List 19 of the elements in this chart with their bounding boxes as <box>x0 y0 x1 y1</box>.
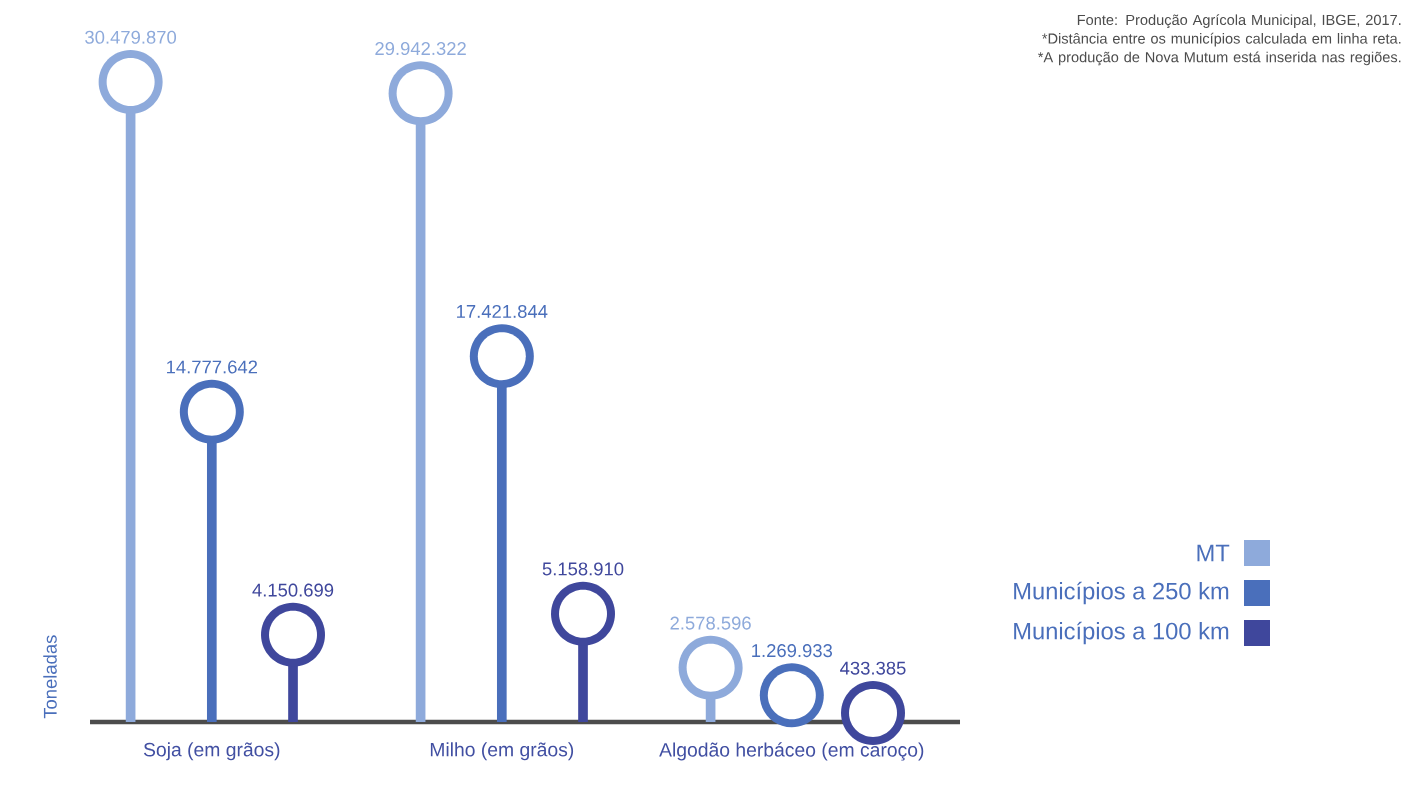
data-label: 29.942.322 <box>375 42 466 56</box>
x-tick-label: Algodão herbáceo (em caroço) <box>659 742 924 761</box>
legend-label: MT <box>1197 544 1230 562</box>
data-label: 17.421.844 <box>457 304 548 318</box>
legend-label: Municípios a 100 km <box>1014 621 1229 645</box>
data-label: 1.269.933 <box>752 644 833 658</box>
source-note: Fonte: Produção Agrícola Municipal, IBGE, 2017. <box>1077 14 1401 29</box>
x-tick-label: Soja (em grãos) <box>143 742 280 761</box>
data-label: 5.158.910 <box>542 562 624 576</box>
legend-label: Municípios a 250 km <box>1014 581 1229 605</box>
data-label: 433.385 <box>840 661 906 675</box>
data-label: 4.150.699 <box>252 583 334 597</box>
data-label: 14.777.642 <box>167 360 258 374</box>
x-tick-label: Milho (em grãos) <box>430 742 574 761</box>
y-axis-title: Toneladas <box>43 635 57 719</box>
data-label: 30.479.870 <box>85 30 177 44</box>
text: *A produção de Nova Mutum está inserida nas regiões. <box>1038 51 1401 66</box>
text: *Distância entre os municípios calculada em linha reta. <box>1042 32 1401 47</box>
data-label: 2.578.596 <box>670 616 751 630</box>
